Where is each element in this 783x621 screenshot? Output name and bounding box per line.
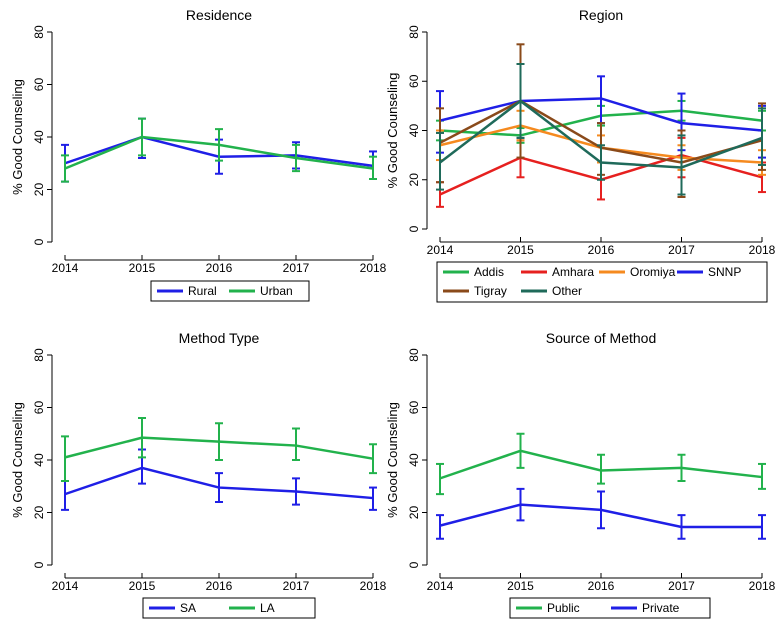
y-tick-label: 60	[407, 74, 421, 88]
chart-title: Region	[579, 7, 623, 23]
x-tick-label: 2016	[206, 261, 233, 275]
x-tick-label: 2017	[283, 579, 310, 593]
y-tick-label: 80	[32, 348, 46, 362]
x-tick-label: 2014	[427, 243, 454, 257]
y-tick-label: 80	[32, 25, 46, 39]
chart-panel-4: Source of Method 0 20 40 60 80 % Good Counseli…	[385, 330, 776, 619]
x-tick-label: 2018	[749, 579, 776, 593]
x-tick-label: 2017	[668, 579, 695, 593]
y-axis-label: % Good Counseling	[10, 79, 25, 195]
x-tick-label: 2017	[668, 243, 695, 257]
y-tick-label: 0	[32, 561, 46, 568]
x-tick-label: 2017	[283, 261, 310, 275]
legend-label: Rural	[188, 284, 217, 298]
chart-panel-1: Residence 0 20 40 60 80 % Good Counseling 2014 2…	[10, 7, 387, 302]
series-other	[436, 63, 766, 196]
x-tick-label: 2015	[129, 261, 156, 275]
x-tick-label: 2014	[52, 579, 79, 593]
series-urban	[61, 117, 377, 183]
x-tick-label: 2015	[129, 579, 156, 593]
legend-label: Addis	[474, 265, 504, 279]
legend-box	[436, 261, 768, 303]
x-tick-label: 2016	[588, 243, 615, 257]
legend: Addis Amhara Oromiya SNNP Tigray Other	[436, 261, 768, 303]
x-tick-label: 2018	[360, 261, 387, 275]
y-tick-label: 40	[407, 124, 421, 138]
y-tick-label: 0	[407, 561, 421, 568]
chart-panel-3: Method Type 0 20 40 60 80 % Good Counseling 201…	[10, 330, 387, 619]
x-tick-label: 2016	[206, 579, 233, 593]
y-tick-label: 20	[32, 183, 46, 197]
legend-label: Amhara	[552, 265, 594, 279]
y-tick-label: 40	[32, 453, 46, 467]
x-tick-label: 2018	[749, 243, 776, 257]
x-tick-label: 2014	[52, 261, 79, 275]
legend-label: Oromiya	[630, 265, 676, 279]
legend: Rural Urban	[150, 280, 310, 302]
legend-label: Public	[547, 601, 580, 615]
chart-panel-2: Region 0 20 40 60 80 % Good Counseling 2014 2015…	[385, 7, 776, 303]
y-tick-label: 40	[407, 453, 421, 467]
y-tick-label: 80	[407, 25, 421, 39]
x-tick-label: 2018	[360, 579, 387, 593]
y-tick-label: 20	[407, 506, 421, 520]
series-public	[436, 432, 766, 496]
y-tick-label: 60	[32, 401, 46, 415]
y-tick-label: 0	[407, 225, 421, 232]
x-tick-label: 2015	[507, 243, 534, 257]
y-tick-label: 20	[32, 506, 46, 520]
y-tick-label: 80	[407, 348, 421, 362]
y-tick-label: 20	[407, 173, 421, 187]
legend-label: SNNP	[708, 265, 741, 279]
legend-label: Other	[552, 284, 582, 298]
series-la	[61, 417, 377, 482]
legend-label: Private	[642, 601, 680, 615]
y-tick-label: 60	[407, 401, 421, 415]
y-axis-label: % Good Counseling	[10, 402, 25, 518]
legend-box	[509, 597, 711, 619]
x-tick-label: 2014	[427, 579, 454, 593]
legend: Public Private	[509, 597, 711, 619]
chart-title: Residence	[186, 7, 252, 23]
y-axis-label: % Good Counseling	[385, 73, 400, 189]
legend: SA LA	[142, 597, 316, 619]
x-tick-label: 2016	[588, 579, 615, 593]
x-tick-label: 2015	[507, 579, 534, 593]
y-tick-label: 60	[32, 78, 46, 92]
legend-label: Urban	[260, 284, 293, 298]
y-axis-label: % Good Counseling	[385, 402, 400, 518]
chart-title: Method Type	[179, 330, 260, 346]
series-private	[436, 487, 766, 540]
legend-label: LA	[260, 601, 275, 615]
chart-title: Source of Method	[546, 330, 657, 346]
y-tick-label: 40	[32, 130, 46, 144]
legend-label: SA	[180, 601, 196, 615]
legend-label: Tigray	[474, 284, 507, 298]
y-tick-label: 0	[32, 238, 46, 245]
